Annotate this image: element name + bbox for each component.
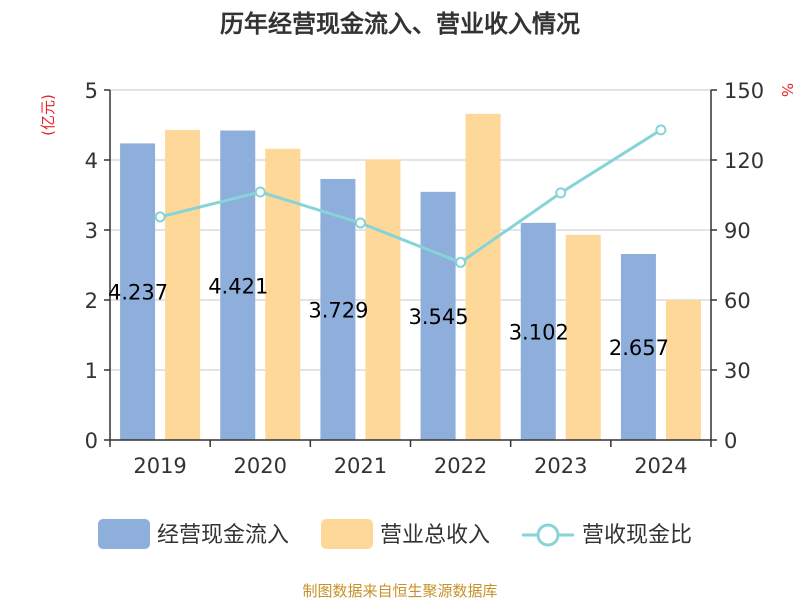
- bar-cash-inflow-2022: [420, 191, 456, 440]
- left-axis-tick-label: 0: [85, 429, 98, 453]
- ratio-point-2024: [655, 124, 667, 136]
- bar-cash-inflow-2023: [520, 222, 556, 440]
- bar-cash-inflow-2024: [620, 254, 656, 440]
- left-axis-tick-label: 1: [85, 359, 98, 383]
- right-axis-tick-label: 120: [724, 149, 764, 173]
- bar-cash-inflow-2019: [120, 143, 156, 440]
- right-axis-tick-label: 60: [724, 289, 751, 313]
- data-label-cash-inflow: 2.657: [609, 336, 669, 360]
- legend-label-cash-inflow: 经营现金流入: [157, 523, 289, 548]
- right-axis-tick-label: 0: [724, 429, 737, 453]
- x-axis-tick-label: 2020: [234, 454, 287, 478]
- bar-revenue-2024: [665, 300, 701, 440]
- data-label-cash-inflow: 4.421: [208, 274, 268, 298]
- legend-label-ratio: 营收现金比: [582, 523, 692, 548]
- right-axis-tick-label: 90: [724, 219, 751, 243]
- left-axis-tick-label: 5: [85, 79, 98, 103]
- bar-revenue-2022: [465, 113, 501, 441]
- ratio-point-2023: [555, 187, 567, 199]
- legend-marker-ratio: [536, 523, 560, 547]
- x-axis-tick-label: 2022: [434, 454, 487, 478]
- legend-item-cash-inflow[interactable]: 经营现金流入: [98, 519, 289, 549]
- legend-label-revenue: 营业总收入: [380, 523, 490, 548]
- right-axis-unit: %: [778, 83, 796, 97]
- right-axis-tick-label: 150: [724, 79, 764, 103]
- left-axis-tick-label: 4: [85, 149, 98, 173]
- data-label-cash-inflow: 3.545: [409, 305, 469, 329]
- x-axis-tick-label: 2019: [133, 454, 186, 478]
- line-series-group: [154, 124, 667, 268]
- legend: 经营现金流入 营业总收入 营收现金比: [98, 519, 692, 549]
- legend-item-revenue[interactable]: 营业总收入: [321, 519, 490, 549]
- bar-cash-inflow-2021: [320, 178, 356, 440]
- ratio-point-2022: [455, 256, 467, 268]
- left-axis-unit: (亿元): [39, 94, 57, 136]
- bars-group: [120, 113, 701, 441]
- bar-revenue-2019: [165, 129, 201, 440]
- source-note: 制图数据来自恒生聚源数据库: [302, 582, 497, 600]
- data-label-cash-inflow: 3.102: [509, 320, 569, 344]
- legend-swatch-revenue: [321, 519, 373, 549]
- bar-cash-inflow-2020: [220, 130, 256, 440]
- data-label-cash-inflow: 3.729: [308, 298, 368, 322]
- ratio-point-2019: [154, 211, 166, 223]
- bar-revenue-2021: [365, 159, 401, 441]
- left-axis-tick-label: 3: [85, 219, 98, 243]
- ratio-line: [159, 128, 662, 265]
- x-axis-tick-label: 2023: [534, 454, 587, 478]
- bar-revenue-2020: [265, 148, 301, 441]
- bar-revenue-2023: [565, 234, 601, 440]
- ratio-point-2020: [254, 186, 266, 198]
- data-labels-group: 4.237 4.421 3.729 3.545 3.102 2.657: [108, 274, 669, 360]
- ratio-point-2021: [354, 217, 366, 229]
- x-axis-tick-label: 2021: [334, 454, 387, 478]
- chart-title: 历年经营现金流入、营业收入情况: [220, 10, 580, 38]
- axes-group: 0 1 2 3 4 5 0 30 60 90 120 150 2019 2020 2021 2022 2023 2…: [85, 79, 764, 478]
- right-axis-tick-label: 30: [724, 359, 751, 383]
- legend-swatch-cash-inflow: [98, 519, 150, 549]
- x-axis-tick-label: 2024: [634, 454, 687, 478]
- legend-item-ratio[interactable]: 营收现金比: [522, 523, 692, 548]
- left-axis-tick-label: 2: [85, 289, 98, 313]
- data-label-cash-inflow: 4.237: [108, 281, 168, 305]
